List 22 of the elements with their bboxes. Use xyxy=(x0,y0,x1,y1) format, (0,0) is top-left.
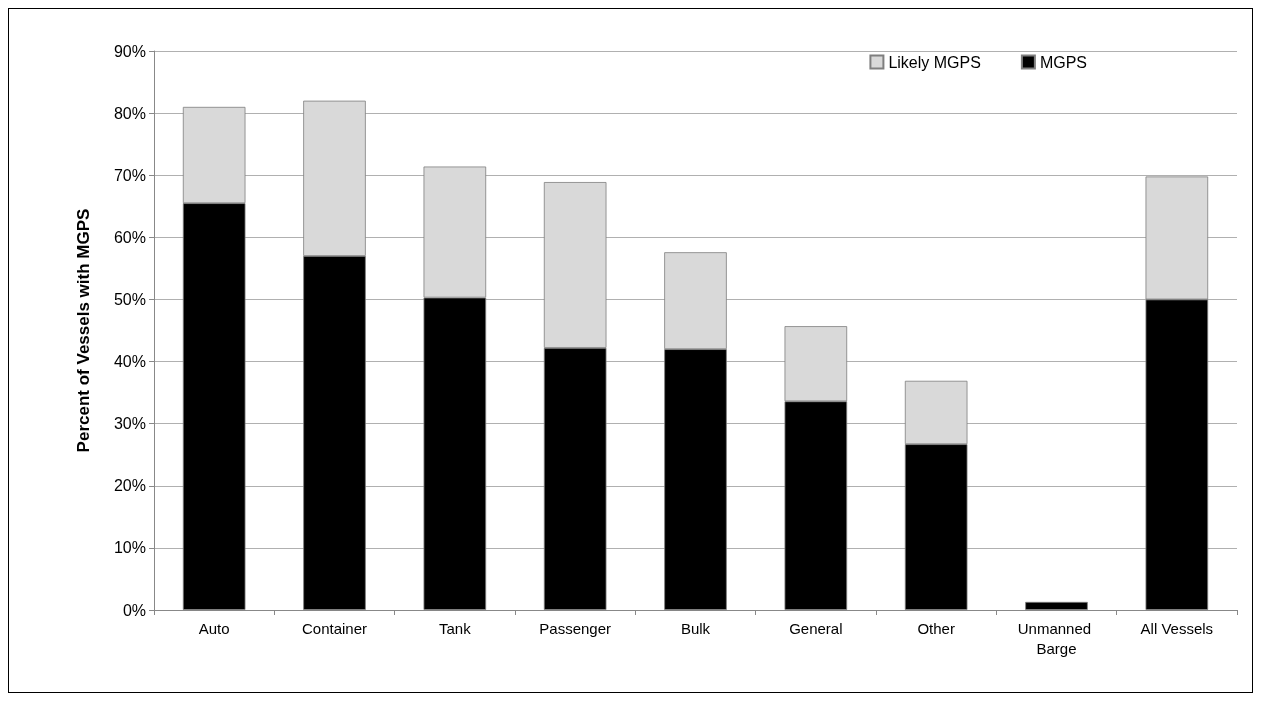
y-tick-label: 20% xyxy=(113,477,146,495)
y-tick-label: 50% xyxy=(113,290,146,308)
y-tick-label: 10% xyxy=(113,539,146,557)
y-tick-label: 30% xyxy=(113,415,146,433)
y-tick-label: 40% xyxy=(113,353,146,371)
y-axis-title: Percent of Vessels with MGPS xyxy=(74,208,93,453)
x-tick-label: Auto xyxy=(198,619,230,637)
legend-label: MGPS xyxy=(1039,53,1088,71)
y-tick-label: 0% xyxy=(122,601,146,619)
x-tick-label: Other xyxy=(917,619,955,637)
x-tick-label: Tank xyxy=(438,619,472,637)
y-tick-label: 70% xyxy=(113,166,146,184)
x-tick-label: All Vessels xyxy=(1140,619,1214,637)
x-tick-label: Container xyxy=(301,619,368,637)
y-tick-label: 80% xyxy=(113,104,146,122)
x-tick-label: Unmanned Barge xyxy=(1017,619,1096,657)
x-tick-label: Passenger xyxy=(539,619,612,637)
y-tick-label: 90% xyxy=(113,42,146,60)
y-tick-label: 60% xyxy=(113,228,146,246)
x-tick-label: General xyxy=(789,619,843,637)
legend-label: Likely MGPS xyxy=(888,53,981,71)
x-tick-label: Bulk xyxy=(680,619,711,637)
